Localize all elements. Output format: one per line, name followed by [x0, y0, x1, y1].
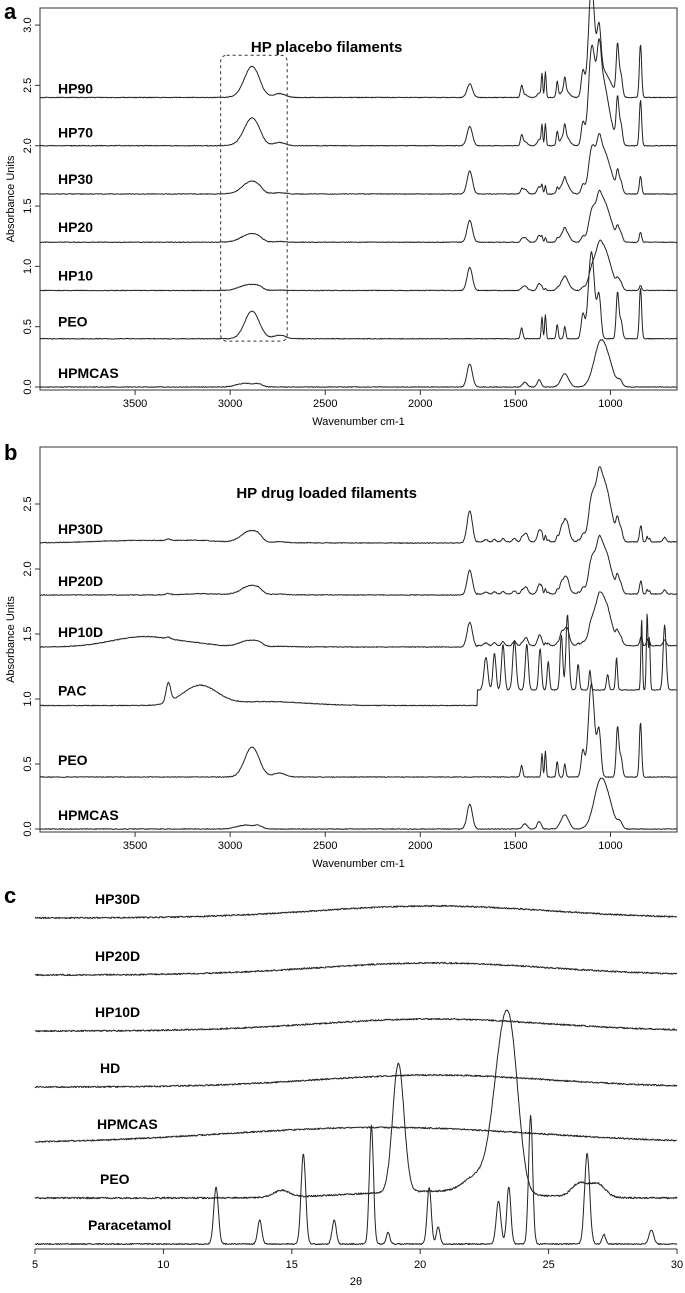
pattern-peo	[34, 1009, 678, 1200]
series-label: HP20	[58, 219, 93, 235]
plot-frame	[39, 7, 678, 391]
series-label: PAC	[58, 683, 87, 699]
series-label: HP10D	[95, 1004, 140, 1020]
spectrum-hpmcas	[39, 339, 677, 388]
series-label: HD	[100, 1060, 120, 1076]
y-tick-label: 2.5	[22, 496, 34, 511]
pattern-hpmcas	[34, 1126, 678, 1143]
pattern-hp10d	[34, 1017, 678, 1033]
y-tick-label: 2.0	[22, 561, 34, 576]
panel-letter: c	[4, 883, 16, 908]
series-label: HP30	[58, 171, 93, 187]
series-label: HP30D	[95, 891, 140, 907]
x-tick-label: 10	[157, 1259, 169, 1271]
x-axis-title: 2θ	[350, 1276, 362, 1288]
y-tick-label: 2.5	[22, 78, 34, 93]
y-tick-label: 2.0	[22, 138, 34, 153]
series-label: HPMCAS	[58, 807, 119, 823]
spectrum-hp20	[40, 189, 677, 244]
spectrum-hp20d	[39, 534, 677, 596]
x-tick-label: 3000	[218, 840, 242, 852]
series-label: HP90	[58, 80, 93, 96]
y-tick-label: 1.5	[22, 198, 34, 213]
ftir-panel-a: a HP placebo filaments 3500 3000 2500 2000 150…	[4, 0, 678, 428]
chart-title: HP placebo filaments	[251, 39, 402, 56]
x-tick-label: 3500	[123, 398, 147, 410]
spectrum-hp10d	[39, 591, 677, 648]
panel-letter: b	[4, 440, 17, 465]
x-tick-label: 3000	[218, 398, 242, 410]
ftir-panel-b: b HP drug loaded filaments 3500 3000 2500 200…	[4, 440, 678, 870]
y-tick-label: 0.0	[22, 821, 34, 836]
spectrum-hp90	[39, 0, 677, 99]
y-tick-label: 0.5	[22, 756, 34, 771]
plot-frame	[39, 446, 678, 833]
y-tick-label: 0.5	[22, 319, 34, 334]
xrd-panel-c: c HP30D HP20D HP10D HD HPMCAS PEO Paracetamol 5 1…	[4, 883, 683, 1288]
x-tick-label: 2000	[408, 840, 432, 852]
x-tick-label: 3500	[123, 840, 147, 852]
chart-title: HP drug loaded filaments	[236, 485, 417, 502]
x-axis-title: Wavenumber cm-1	[312, 858, 405, 870]
highlight-box	[220, 54, 288, 342]
y-axis-title: Absorbance Units	[5, 155, 17, 242]
x-tick-label: 1000	[598, 398, 622, 410]
x-axis-title: Wavenumber cm-1	[312, 416, 405, 428]
pattern-hp20d	[34, 961, 678, 977]
panel-letter: a	[4, 0, 17, 24]
x-tick-label: 1500	[503, 398, 527, 410]
y-tick-label: 1.5	[22, 626, 34, 641]
series-label: HP30D	[58, 521, 103, 537]
spectrum-pac	[39, 613, 677, 707]
pattern-hd	[34, 1073, 678, 1089]
y-tick-label: 1.0	[22, 691, 34, 706]
y-tick-label: 1.0	[22, 259, 34, 274]
series-label: HP70	[58, 125, 93, 141]
spectrum-hp30	[39, 133, 677, 195]
spectrum-hpmcas	[39, 777, 677, 830]
pattern-hp30d	[34, 904, 678, 920]
spectrum-peo	[39, 251, 677, 340]
x-tick-label: 1500	[503, 840, 527, 852]
spectrum-hp70	[39, 38, 677, 147]
y-axis-title: Absorbance Units	[5, 596, 17, 683]
y-tick-label: 0.0	[22, 379, 34, 394]
series-label: HP10D	[58, 624, 103, 640]
pattern-paracetamol	[34, 1114, 678, 1246]
x-tick-label: 20	[414, 1259, 426, 1271]
x-tick-label: 2500	[313, 840, 337, 852]
x-tick-label: 15	[286, 1259, 298, 1271]
spectrum-peo	[39, 682, 677, 778]
x-tick-label: 2500	[313, 398, 337, 410]
x-tick-label: 30	[671, 1259, 683, 1271]
series-label: HP10	[58, 267, 93, 283]
series-label: HPMCAS	[58, 365, 119, 381]
series-label: PEO	[58, 314, 88, 330]
series-label: HP20D	[58, 573, 103, 589]
series-label: PEO	[58, 752, 88, 768]
x-tick-label: 25	[542, 1259, 554, 1271]
x-tick-label: 5	[32, 1259, 38, 1271]
series-label: PEO	[100, 1171, 130, 1187]
y-tick-label: 3.0	[22, 17, 34, 32]
series-label: Paracetamol	[88, 1217, 171, 1233]
spectrum-hp10	[39, 239, 677, 292]
series-label: HP20D	[95, 948, 140, 964]
spectrum-hp30d	[39, 466, 677, 544]
x-tick-label: 2000	[408, 398, 432, 410]
x-tick-label: 1000	[598, 840, 622, 852]
series-label: HPMCAS	[97, 1116, 158, 1132]
